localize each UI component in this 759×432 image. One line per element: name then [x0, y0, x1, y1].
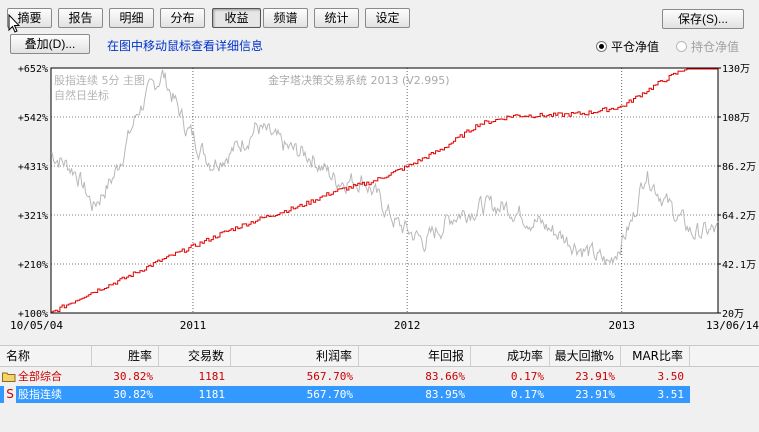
index-price-line	[50, 69, 719, 266]
tab-distribution[interactable]: 分布	[160, 8, 205, 28]
radio-selected-icon	[596, 41, 607, 52]
chart-hint-text: 在图中移动鼠标查看详细信息	[107, 39, 264, 53]
col-mar[interactable]: MAR比率	[621, 346, 690, 366]
right-tick-label: 108万	[722, 113, 750, 124]
left-tick-label: +100%	[18, 309, 48, 320]
radio-hold-equity: 持仓净值	[676, 38, 739, 55]
right-tick-label: 130万	[722, 64, 750, 75]
left-tick-label: +542%	[18, 113, 48, 124]
watermark: 金字塔决策交易系统 2013 (V2.995)	[268, 73, 450, 87]
tab-statistics[interactable]: 统计	[314, 8, 359, 28]
tab-returns[interactable]: 收益	[212, 8, 261, 28]
col-profit[interactable]: 利润率	[231, 346, 359, 366]
equity-line	[51, 68, 718, 313]
col-trades[interactable]: 交易数	[159, 346, 231, 366]
tab-report[interactable]: 报告	[58, 8, 103, 28]
radio-close-equity[interactable]: 平仓净值	[596, 38, 659, 55]
year-labels: 2011 2012 2013	[180, 319, 635, 332]
radio-unselected-icon	[676, 41, 687, 52]
x-start-label: 10/05/04	[10, 319, 63, 332]
right-tick-label: 64.2万	[722, 211, 756, 222]
chart-subtitle: 自然日坐标	[54, 88, 109, 102]
tab-summary[interactable]: 摘要	[7, 8, 52, 28]
col-winrate[interactable]: 胜率	[92, 346, 159, 366]
year-label: 2013	[609, 319, 636, 332]
tab-spectrum[interactable]: 频谱	[263, 8, 308, 28]
col-success[interactable]: 成功率	[471, 346, 550, 366]
year-label: 2012	[394, 319, 421, 332]
table-row[interactable]: 全部综合 30.82% 1181 567.70% 83.66% 0.17% 23…	[0, 368, 690, 385]
col-name[interactable]: 名称	[0, 346, 92, 366]
left-tick-label: +321%	[18, 211, 48, 222]
right-tick-label: 42.1万	[722, 260, 756, 271]
left-tick-label: +652%	[18, 64, 48, 75]
left-tick-label: +210%	[18, 260, 48, 271]
col-drawdown[interactable]: 最大回撤%	[550, 346, 621, 366]
series-title: 股指连续 5分 主图	[54, 73, 145, 87]
tab-settings[interactable]: 设定	[365, 8, 410, 28]
left-axis-ticks: +652% +542% +431% +321% +210% +100%	[18, 64, 48, 320]
tab-details[interactable]: 明细	[109, 8, 154, 28]
folder-icon	[2, 372, 16, 382]
overlay-button[interactable]: 叠加(D)...	[10, 34, 90, 54]
index-price-polyline	[50, 69, 719, 266]
x-end-label: 13/06/14	[706, 319, 759, 332]
mouse-cursor-icon	[8, 14, 20, 33]
strategy-s-icon: S	[4, 386, 16, 403]
plot-area	[50, 67, 719, 314]
right-tick-label: 86.2万	[722, 162, 756, 173]
equity-chart[interactable]: 股指连续 5分 主图 自然日坐标 金字塔决策交易系统 2013 (V2.995)…	[0, 60, 759, 335]
right-axis-ticks: 130万 108万 86.2万 64.2万 42.1万 20万	[718, 64, 756, 320]
equity-polyline	[51, 68, 718, 313]
save-button[interactable]: 保存(S)...	[662, 9, 744, 29]
year-label: 2011	[180, 319, 207, 332]
right-tick-label: 20万	[722, 309, 744, 320]
table-row-selected[interactable]: S 股指连续 30.82% 1181 567.70% 83.95% 0.17% …	[0, 386, 690, 403]
col-annual[interactable]: 年回报	[359, 346, 471, 366]
table-header: 名称 胜率 交易数 利润率 年回报 成功率 最大回撤% MAR比率	[0, 345, 759, 367]
left-tick-label: +431%	[18, 162, 48, 173]
